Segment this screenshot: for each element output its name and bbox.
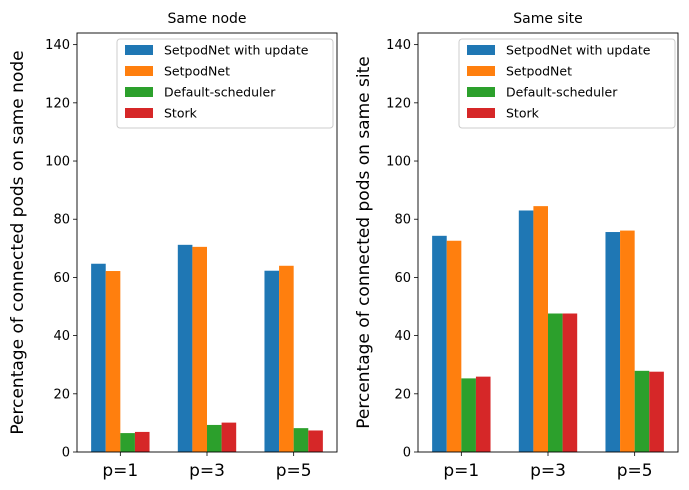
bar-stork-p5 [649,371,664,452]
bar-stork-p1 [134,431,150,452]
legend-label: SetpodNet [164,64,230,79]
y-tick-label: 80 [394,213,411,228]
x-tick-label: p=5 [617,461,653,481]
legend-box [116,38,334,129]
bar-stork-p3 [562,313,578,452]
y-tick-label: 120 [386,96,411,111]
x-tick-label: p=5 [276,461,312,481]
y-tick-label: 80 [53,213,70,228]
y-tick-label: 40 [53,329,70,344]
legend-label: Default-scheduler [506,85,618,100]
legend-label: Default-scheduler [164,85,276,100]
bar-setpodnet-p1 [446,240,462,452]
legend: SetpodNet with update SetpodNet Default-sc… [458,38,676,129]
y-tick-label: 140 [386,38,411,53]
x-tick-label: p=3 [189,461,225,481]
bars [91,244,323,452]
bar-setpodnet-p3 [533,206,548,452]
legend-swatch [467,66,495,76]
bar-stork-p5 [308,430,323,452]
bar-setpodnet-with-update-p3 [518,210,534,452]
bar-default-scheduler-p1 [461,378,476,452]
y-tick-label: 0 [403,446,411,461]
legend-swatch [125,87,153,97]
panel-title: Same site [513,11,582,27]
bar-setpodnet-p5 [620,230,635,452]
legend-swatch [467,45,495,55]
bar-default-scheduler-p3 [548,313,563,452]
bar-stork-p1 [475,376,491,452]
bar-stork-p3 [221,422,237,452]
y-tick-label: 120 [45,96,70,111]
y-axis-label: Percentage of connected pods on same sit… [354,56,374,428]
axes-frame [76,32,338,453]
y-tick-label: 140 [45,38,70,53]
legend-swatch [467,108,495,118]
bar-setpodnet-with-update-p1 [432,235,447,452]
y-tick-label: 20 [53,387,70,402]
y-tick-label: 100 [45,155,70,170]
panel-1: p=1 p=3 p=5 0 20 40 60 80 100 120 140 Same node Perc… [8,11,338,481]
legend-swatch [125,45,153,55]
x-tick-label: p=3 [530,461,566,481]
panel-2: p=1 p=3 p=5 0 20 40 60 80 100 120 140 Same site Perc… [354,11,679,481]
legend-swatch [125,108,153,118]
bar-setpodnet-with-update-p5 [605,232,621,452]
bar-setpodnet-p1 [105,271,121,452]
legend-label: Stork [164,106,198,121]
legend-swatch [467,87,495,97]
bar-setpodnet-p5 [279,265,294,452]
x-tick-label: p=1 [102,461,138,481]
y-tick-label: 60 [394,271,411,286]
y-axis-label: Percentage of connected pods on same nod… [8,50,28,434]
bar-default-scheduler-p5 [634,370,650,452]
bar-setpodnet-with-update-p1 [91,263,106,452]
y-tick-label: 0 [62,446,70,461]
legend-label: SetpodNet with update [164,43,309,58]
y-tick-label: 100 [386,155,411,170]
bar-default-scheduler-p1 [120,433,135,452]
y-tick-label: 20 [394,387,411,402]
legend-label: Stork [506,106,540,121]
y-tick-label: 40 [394,329,411,344]
axes-frame [417,32,679,453]
bar-setpodnet-p3 [192,246,207,452]
panel-title: Same node [167,11,246,27]
x-tick-label: p=1 [443,461,479,481]
legend-label: SetpodNet with update [506,43,651,58]
bar-default-scheduler-p3 [207,424,222,452]
legend-box [458,38,676,129]
bars [432,206,664,452]
legend-label: SetpodNet [506,64,572,79]
y-tick-label: 60 [53,271,70,286]
bar-setpodnet-with-update-p3 [177,244,193,452]
legend: SetpodNet with update SetpodNet Default-sc… [116,38,334,129]
legend-swatch [125,66,153,76]
bar-setpodnet-with-update-p5 [264,270,280,452]
bar-default-scheduler-p5 [293,428,309,452]
